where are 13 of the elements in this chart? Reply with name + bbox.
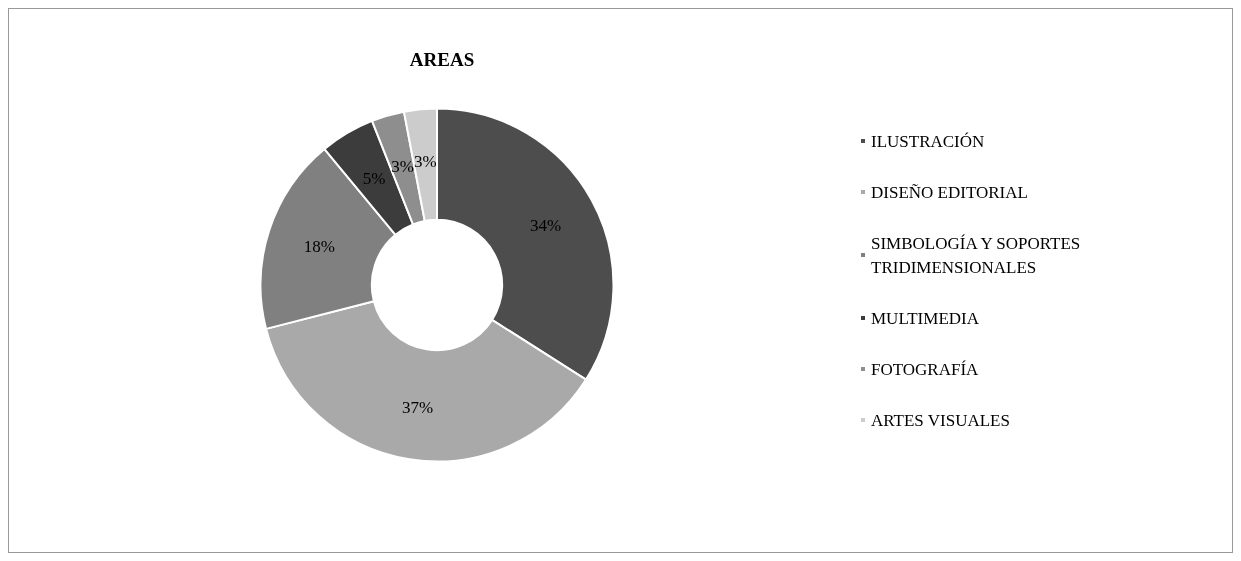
legend-label: MULTIMEDIA	[871, 308, 980, 328]
legend-label: ILUSTRACIÓN	[871, 131, 985, 151]
data-label: 37%	[402, 397, 434, 417]
legend-label: ARTES VISUALES	[871, 410, 1010, 430]
legend-label: SIMBOLOGÍA Y SOPORTES TRIDIMENSIONALES	[871, 233, 1085, 277]
legend-label: FOTOGRAFÍA	[871, 359, 980, 379]
data-label: 18%	[303, 237, 335, 257]
chart-title: AREAS	[409, 49, 475, 70]
data-label: 34%	[529, 215, 562, 235]
legend-label: DISEÑO EDITORIAL	[871, 182, 1028, 202]
data-label: 3%	[414, 152, 437, 172]
data-label: 3%	[391, 156, 414, 176]
data-label: 5%	[362, 168, 386, 188]
